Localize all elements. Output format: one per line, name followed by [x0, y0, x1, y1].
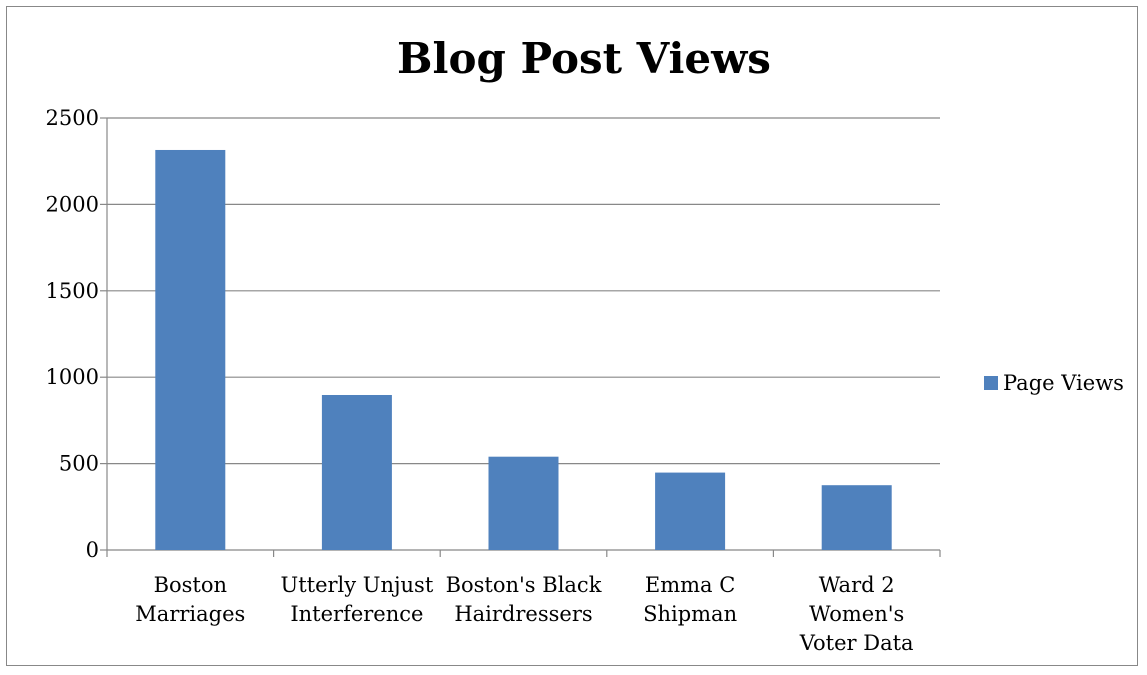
legend-swatch: [984, 376, 998, 390]
x-tick-label-line: Boston: [154, 573, 227, 597]
bar: [321, 394, 392, 550]
x-tick-label-line: Emma C: [645, 573, 735, 597]
y-tick-label: 2500: [46, 106, 99, 130]
x-tick-label: Boston's Black Hairdressers: [446, 573, 602, 626]
gridlines: [107, 117, 940, 465]
x-tick-label-line: Shipman: [643, 602, 737, 626]
x-tick-label: Ward 2 Women's Voter Data: [799, 573, 914, 655]
x-tick-label-line: Utterly Unjust: [281, 573, 434, 597]
x-tick-label: Emma C Shipman: [643, 573, 737, 626]
bar: [655, 472, 726, 550]
bars: [155, 149, 892, 550]
x-tick-label-line: Boston's Black: [446, 573, 602, 597]
chart-title: Blog Post Views: [397, 34, 771, 83]
x-tick-label-line: Marriages: [135, 602, 245, 626]
x-tick-label-line: Hairdressers: [454, 602, 592, 626]
y-axis-ticks: 0 500 1000 1500 2000 2500: [46, 106, 99, 562]
y-tick-label: 1500: [46, 279, 99, 303]
x-axis-labels: Boston Marriages Utterly Unjust Interferenc…: [135, 573, 913, 655]
y-tick-label: 1000: [46, 365, 99, 389]
x-tick-label-line: Voter Data: [799, 631, 914, 655]
bar: [155, 149, 226, 550]
x-tick-label-line: Ward 2: [819, 573, 895, 597]
y-tick-label: 0: [86, 538, 99, 562]
x-tick-label-line: Women's: [809, 602, 904, 626]
bar: [488, 456, 559, 550]
x-tick-label: Boston Marriages: [135, 573, 245, 626]
x-tick-label-line: Interference: [290, 602, 423, 626]
legend: Page Views: [984, 371, 1124, 395]
y-tick-label: 500: [59, 452, 99, 476]
legend-label: Page Views: [1003, 371, 1124, 395]
bar: [821, 485, 892, 550]
y-tick-label: 2000: [46, 192, 99, 216]
x-tick-label: Utterly Unjust Interference: [281, 573, 434, 626]
